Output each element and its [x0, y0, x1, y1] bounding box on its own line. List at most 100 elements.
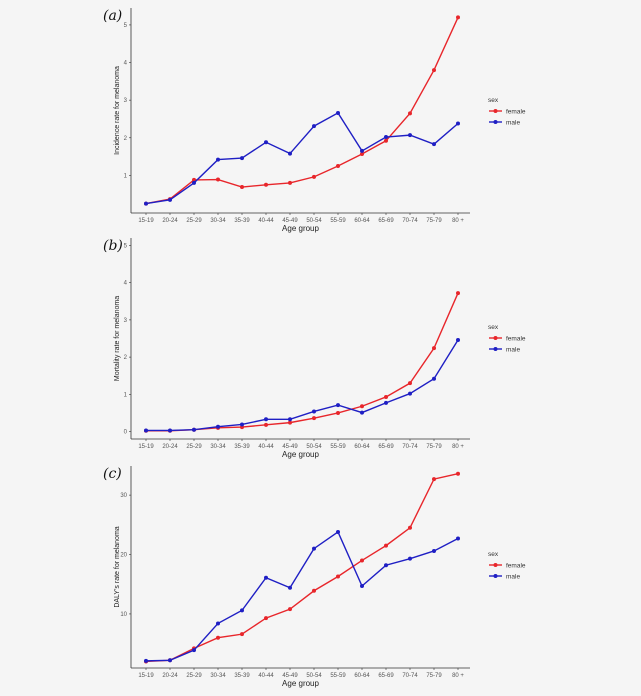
series-line-female [146, 292, 459, 432]
x-tick-label: 30-34 [210, 444, 226, 450]
data-point-male [384, 135, 388, 140]
y-tick-label: 4 [124, 281, 128, 287]
data-point-male [264, 417, 268, 422]
data-point-male [336, 529, 340, 534]
y-tick-label: 20 [120, 553, 127, 559]
x-tick-label: 80 + [452, 444, 464, 450]
data-point-male [456, 337, 460, 342]
x-tick-label: 45-49 [282, 218, 298, 224]
data-point-male [408, 133, 412, 138]
legend-title: sex [488, 324, 499, 331]
x-tick-label: 40-44 [258, 673, 274, 679]
y-tick-label: 5 [124, 243, 128, 249]
data-point-female [336, 574, 340, 579]
legend-title: sex [488, 551, 499, 558]
x-tick-label: 45-49 [282, 673, 298, 679]
legend-label-male: male [506, 119, 520, 126]
x-tick-label: 50-54 [306, 218, 322, 224]
data-point-male [216, 424, 220, 429]
data-point-female [432, 477, 436, 482]
x-tick-label: 50-54 [306, 444, 322, 450]
data-point-female [408, 111, 412, 116]
panel-label: (c) [103, 466, 122, 482]
legend-label-male: male [506, 346, 520, 353]
x-tick-label: 70-74 [402, 444, 418, 450]
x-tick-label: 80 + [452, 673, 464, 679]
data-point-male [240, 422, 244, 427]
y-tick-label: 0 [124, 430, 128, 436]
data-point-male [312, 124, 316, 129]
x-tick-label: 45-49 [282, 444, 298, 450]
data-point-male [192, 648, 196, 653]
data-point-female [336, 410, 340, 415]
x-tick-label: 30-34 [210, 673, 226, 679]
data-point-male [456, 536, 460, 541]
panel-label: (b) [103, 238, 123, 254]
data-point-female [288, 420, 292, 425]
legend-label-male: male [506, 573, 520, 580]
x-tick-label: 70-74 [402, 673, 418, 679]
series-line-female [145, 17, 459, 205]
data-point-male [408, 556, 412, 561]
data-point-female [456, 471, 460, 476]
data-point-female [456, 291, 460, 296]
x-tick-label: 20-24 [162, 673, 178, 679]
x-axis-label: Age group [282, 450, 319, 459]
y-axis-label: Incidence rate for melanoma [114, 66, 121, 155]
y-tick-label: 4 [124, 61, 128, 67]
data-point-female [384, 138, 388, 143]
data-point-female [360, 151, 364, 156]
data-point-male [384, 563, 388, 568]
x-tick-label: 15-19 [138, 444, 154, 450]
x-axis-label: Age group [282, 224, 319, 233]
x-tick-label: 20-24 [162, 218, 178, 224]
series-line-male [145, 530, 459, 662]
x-tick-label: 80 + [452, 218, 464, 224]
data-point-male [144, 428, 148, 433]
x-tick-label: 35-39 [234, 218, 250, 224]
x-tick-label: 65-69 [378, 673, 394, 679]
data-point-male [336, 110, 340, 115]
data-point-male [264, 575, 268, 580]
data-point-male [192, 427, 196, 432]
x-tick-label: 55-59 [330, 444, 346, 450]
data-point-male [264, 140, 268, 145]
x-tick-label: 55-59 [330, 673, 346, 679]
x-tick-label: 15-19 [138, 673, 154, 679]
x-tick-label: 20-24 [162, 444, 178, 450]
x-tick-label: 75-79 [426, 218, 442, 224]
x-tick-label: 60-64 [354, 218, 370, 224]
data-point-male [432, 376, 436, 381]
x-axis-label: Age group [282, 679, 319, 688]
y-tick-label: 2 [124, 136, 128, 142]
legend-key-point [493, 336, 498, 340]
data-point-male [240, 156, 244, 161]
x-tick-label: 25-29 [186, 444, 202, 450]
data-point-female [432, 68, 436, 73]
legend-key-point [493, 109, 498, 113]
y-tick-label: 5 [124, 23, 128, 29]
data-point-female [312, 416, 316, 421]
data-point-male [360, 148, 364, 153]
data-point-male [384, 400, 388, 405]
data-point-female [408, 381, 412, 386]
data-point-male [336, 403, 340, 408]
data-point-female [360, 404, 364, 409]
x-tick-label: 65-69 [378, 444, 394, 450]
legend-title: sex [488, 97, 499, 104]
data-point-female [384, 543, 388, 548]
y-tick-label: 30 [120, 493, 127, 499]
data-point-male [144, 658, 148, 663]
y-axis-label: DALY's rate for melanoma [114, 526, 121, 607]
x-tick-label: 50-54 [306, 673, 322, 679]
y-tick-label: 2 [124, 355, 128, 361]
x-tick-label: 55-59 [330, 218, 346, 224]
x-tick-label: 65-69 [378, 218, 394, 224]
x-tick-label: 75-79 [426, 673, 442, 679]
x-tick-label: 70-74 [402, 218, 418, 224]
x-tick-label: 60-64 [354, 673, 370, 679]
x-tick-label: 40-44 [258, 218, 274, 224]
series-line-male [145, 112, 459, 205]
data-point-female [312, 174, 316, 179]
